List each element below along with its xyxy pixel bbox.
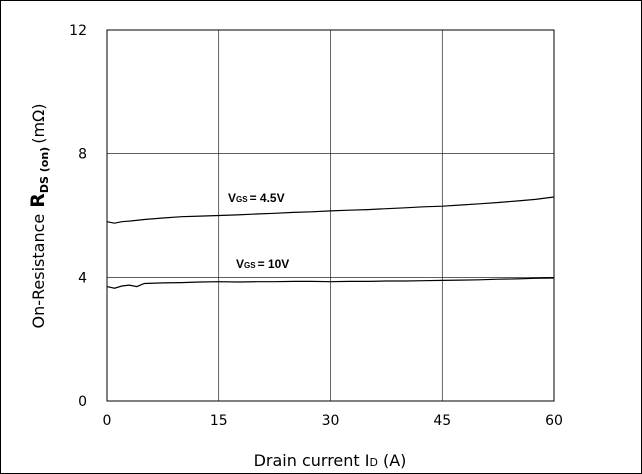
y-axis-title-symbol: R xyxy=(27,193,49,208)
series-label-symbol: V xyxy=(236,257,244,271)
x-axis-title-main: Drain current I xyxy=(254,451,370,470)
x-tick-label: 0 xyxy=(103,413,112,429)
series-label-value: = 10V xyxy=(258,257,290,271)
series-layer xyxy=(106,196,555,289)
x-axis-title: Drain current ID (A) xyxy=(254,451,407,470)
x-tick-label: 60 xyxy=(545,413,563,429)
y-tick-label: 4 xyxy=(78,270,87,286)
series-label-sub: GS xyxy=(236,195,248,204)
y-tick-labels: 0 4 8 12 xyxy=(69,23,87,410)
x-tick-labels: 0 15 30 45 60 xyxy=(103,413,563,429)
y-axis-title-unit: (mΩ) xyxy=(29,104,48,144)
series-label: VGS = 10V xyxy=(236,257,289,271)
series-label-value: = 4.5V xyxy=(250,191,285,205)
y-axis-title-prefix: On-Resistance xyxy=(29,214,48,329)
plot-border xyxy=(106,29,555,402)
y-axis-title: On-Resistance RDS (on) (mΩ) xyxy=(27,104,51,329)
x-axis-title-unit: (A) xyxy=(383,451,406,470)
y-axis-title-sub: DS (on) xyxy=(38,147,51,193)
y-tick-label: 8 xyxy=(78,147,87,163)
y-tick-label: 0 xyxy=(78,394,87,410)
series-line xyxy=(106,277,555,289)
series-line xyxy=(106,196,555,224)
x-tick-label: 30 xyxy=(322,413,340,429)
series-label-sub: GS xyxy=(244,261,256,270)
y-tick-label: 12 xyxy=(69,23,87,39)
x-tick-label: 15 xyxy=(210,413,228,429)
series-label: VGS = 4.5V xyxy=(228,191,285,205)
series-label-symbol: V xyxy=(228,191,236,205)
x-axis-title-sub: D xyxy=(369,456,377,469)
x-tick-label: 45 xyxy=(433,413,451,429)
